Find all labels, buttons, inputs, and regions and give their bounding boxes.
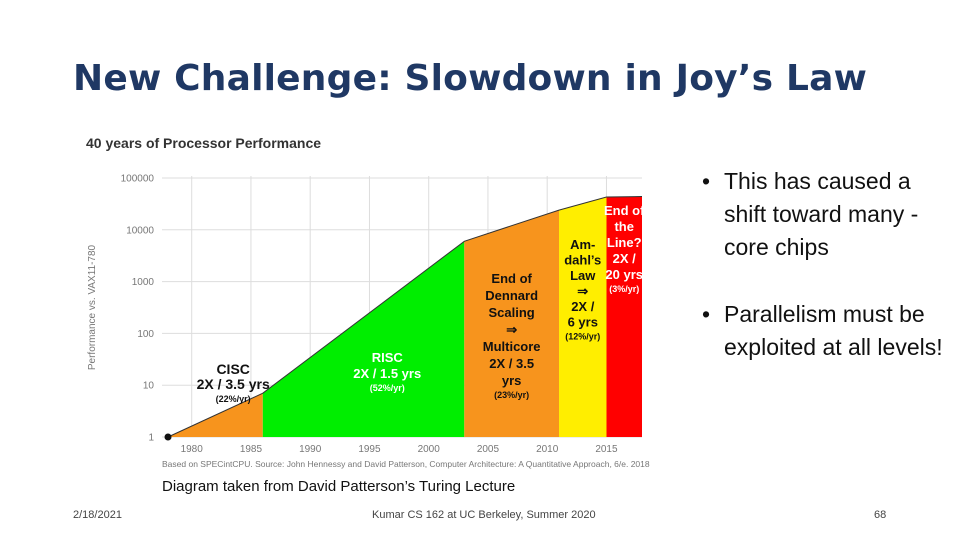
y-tick-label: 100000 <box>121 174 155 185</box>
y-tick-label: 10 <box>143 381 155 392</box>
y-tick-label: 100 <box>137 329 154 340</box>
x-tick-label: 1985 <box>240 444 263 455</box>
data-point <box>164 433 172 441</box>
bullet-item: Parallelism must be exploited at all lev… <box>700 298 950 364</box>
region-label: End of <box>604 203 645 218</box>
region-label: End of <box>491 271 532 286</box>
region-label: Line? <box>607 235 642 250</box>
region-label: 2X / 3.5 yrs <box>197 376 270 392</box>
region-label: RISC <box>372 350 404 365</box>
diagram-caption: Diagram taken from David Patterson’s Tur… <box>162 478 516 495</box>
slide-title: New Challenge: Slowdown in Joy’s Law <box>73 58 868 99</box>
y-tick-label: 1 <box>148 433 154 444</box>
y-axis-label: Performance vs. VAX11-780 <box>87 244 98 370</box>
x-tick-label: 1990 <box>299 444 322 455</box>
region-label: the <box>614 219 634 234</box>
region-label: Dennard <box>485 288 538 303</box>
performance-curve <box>167 196 643 438</box>
region-rate-label: (3%/yr) <box>609 284 639 294</box>
y-tick-label: 1000 <box>132 277 155 288</box>
region-end-of-dennard-scaling <box>464 210 559 437</box>
x-tick-label: 2010 <box>536 444 559 455</box>
footer-course: Kumar CS 162 at UC Berkeley, Summer 2020 <box>372 509 596 521</box>
region-label: 2X / <box>613 251 637 266</box>
x-tick-label: 2000 <box>418 444 441 455</box>
region-rate-label: (52%/yr) <box>370 383 405 393</box>
region-label: Law <box>570 268 596 283</box>
region-label: CISC <box>216 361 249 377</box>
chart-source: Based on SPECintCPU. Source: John Hennes… <box>162 459 650 469</box>
region-label: dahl’s <box>564 253 601 268</box>
region-rate-label: (23%/yr) <box>494 390 529 400</box>
performance-chart: 40 years of Processor Performance Perform… <box>80 125 700 475</box>
region-rate-label: (22%/yr) <box>216 394 251 404</box>
bullet-item: This has caused a shift toward many -cor… <box>700 165 950 264</box>
y-tick-label: 10000 <box>126 225 154 236</box>
region-label: yrs <box>502 373 522 388</box>
region-label: Scaling <box>489 305 535 320</box>
region-label: Multicore <box>483 339 541 354</box>
region-label: 2X / 3.5 <box>489 356 534 371</box>
region-label: 20 yrs <box>605 267 643 282</box>
x-tick-label: 1995 <box>358 444 381 455</box>
x-tick-label: 2005 <box>477 444 500 455</box>
x-tick-label: 1980 <box>181 444 204 455</box>
region-label: ⇒ <box>506 322 517 337</box>
region-label: ⇒ <box>577 284 588 299</box>
x-tick-label: 2015 <box>595 444 618 455</box>
region-label: Am- <box>570 237 595 252</box>
region-end-of-the-line <box>606 196 642 437</box>
region-risc <box>262 241 465 437</box>
slide-number: 68 <box>874 509 887 521</box>
region-rate-label: (12%/yr) <box>565 332 600 342</box>
region-label: 2X / 1.5 yrs <box>353 366 421 381</box>
region-label: 2X / <box>571 299 595 314</box>
region-amdahl-s-law <box>559 197 607 437</box>
performance-chart-svg: 40 years of Processor Performance Perform… <box>86 135 650 469</box>
region-label: 6 yrs <box>568 315 598 330</box>
chart-title: 40 years of Processor Performance <box>86 135 321 151</box>
bullet-list: This has caused a shift toward many -cor… <box>700 165 950 398</box>
footer-date: 2/18/2021 <box>73 509 122 521</box>
